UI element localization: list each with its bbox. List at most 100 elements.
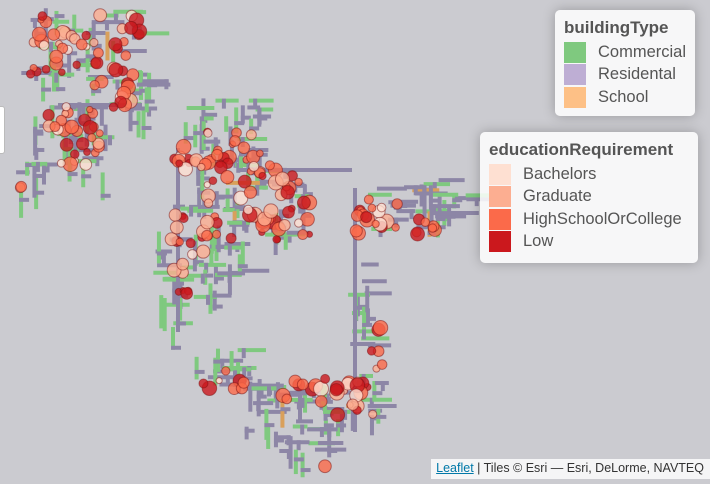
job-marker: [96, 130, 103, 137]
job-marker: [197, 245, 210, 258]
job-marker: [282, 394, 292, 404]
job-marker: [257, 150, 264, 157]
legend-item-graduate: Graduate: [489, 186, 688, 209]
job-marker: [369, 410, 377, 418]
job-marker: [188, 250, 198, 260]
job-marker: [58, 69, 65, 76]
legend-label: Bachelors: [523, 165, 596, 184]
job-marker: [373, 321, 388, 336]
job-marker: [82, 31, 91, 40]
job-marker: [361, 211, 372, 222]
legend-item-residential: Residental: [564, 64, 685, 87]
job-marker: [259, 172, 266, 179]
job-marker: [244, 186, 256, 198]
job-marker: [367, 347, 375, 355]
legend-label: HighSchoolOrCollege: [523, 210, 682, 229]
job-marker: [204, 199, 213, 208]
legend-item-highschoolorcollege: HighSchoolOrCollege: [489, 208, 688, 231]
job-marker: [87, 106, 93, 112]
job-marker: [199, 379, 208, 388]
job-marker: [212, 149, 223, 160]
job-marker: [62, 103, 70, 111]
legend-swatch: [489, 209, 511, 230]
job-marker: [411, 227, 425, 241]
job-marker: [76, 39, 87, 50]
job-marker: [392, 199, 402, 209]
job-marker: [57, 159, 65, 167]
job-marker: [80, 159, 92, 171]
job-marker: [60, 138, 73, 151]
job-marker: [421, 218, 430, 227]
job-marker: [88, 134, 96, 142]
legend-label: Residental: [598, 65, 676, 84]
job-marker: [347, 399, 358, 410]
job-marker: [26, 70, 34, 78]
job-marker: [176, 139, 191, 154]
job-marker: [198, 163, 205, 170]
job-marker: [73, 61, 81, 69]
legend-label: Low: [523, 232, 553, 251]
job-marker: [226, 233, 236, 243]
job-marker: [90, 80, 99, 89]
job-marker: [221, 171, 234, 184]
job-marker: [330, 384, 342, 396]
job-marker: [186, 238, 195, 247]
legend-swatch: [489, 186, 511, 207]
job-marker: [298, 230, 308, 240]
job-marker: [275, 172, 289, 186]
legend-swatch: [564, 42, 586, 63]
job-marker: [90, 39, 98, 47]
job-marker: [176, 160, 183, 167]
legend-swatch: [564, 87, 586, 108]
job-marker: [38, 12, 47, 21]
job-marker: [83, 121, 97, 135]
job-marker: [39, 41, 49, 51]
job-marker: [65, 120, 79, 134]
attribution-text: | Tiles © Esri — Esri, DeLorme, NAVTEQ: [474, 461, 704, 475]
legend-title: buildingType: [564, 18, 685, 38]
job-marker: [209, 177, 217, 185]
job-markers: [15, 9, 441, 473]
job-marker: [48, 29, 60, 41]
job-marker: [244, 205, 253, 214]
job-marker: [265, 161, 274, 170]
zoom-control-edge[interactable]: [0, 106, 5, 154]
job-marker: [392, 224, 399, 231]
job-marker: [246, 130, 256, 140]
legend-building-type: buildingType Commercial Residental Schoo…: [555, 10, 695, 116]
job-marker: [181, 288, 193, 300]
job-marker: [297, 196, 310, 209]
job-marker: [50, 50, 63, 63]
legend-swatch: [564, 64, 586, 85]
job-marker: [93, 48, 103, 58]
job-marker: [109, 103, 118, 112]
job-marker: [321, 374, 330, 383]
job-marker: [222, 367, 230, 375]
leaflet-link[interactable]: Leaflet: [436, 461, 474, 475]
job-marker: [109, 38, 122, 51]
legend-swatch: [489, 231, 511, 252]
job-marker: [32, 27, 46, 41]
job-marker: [377, 360, 387, 370]
legend-item-school: School: [564, 86, 685, 109]
job-marker: [364, 195, 373, 204]
job-marker: [213, 230, 221, 238]
job-marker: [42, 65, 50, 73]
job-marker: [169, 209, 181, 221]
job-marker: [315, 396, 327, 408]
legend-item-commercial: Commercial: [564, 41, 685, 64]
job-marker: [50, 122, 60, 132]
job-marker: [216, 378, 222, 384]
legend-item-low: Low: [489, 231, 688, 254]
job-marker: [281, 186, 295, 200]
map-attribution: Leaflet | Tiles © Esri — Esri, DeLorme, …: [431, 459, 710, 479]
job-marker: [170, 221, 183, 234]
job-marker: [295, 178, 303, 186]
job-marker: [249, 162, 259, 172]
legend-swatch: [489, 164, 511, 185]
job-marker: [319, 460, 332, 473]
legend-label: Graduate: [523, 187, 592, 206]
job-marker: [279, 219, 290, 230]
legend-label: School: [598, 88, 648, 107]
job-marker: [238, 377, 249, 388]
